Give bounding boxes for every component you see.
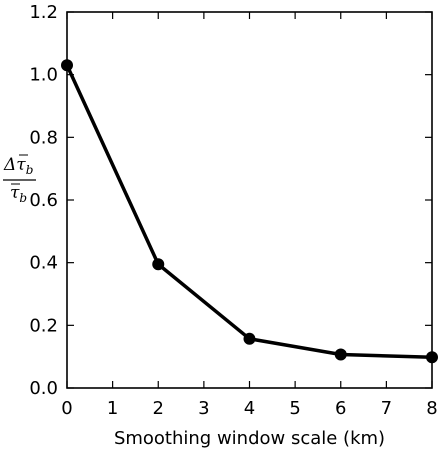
data-point <box>152 258 165 271</box>
x-tick-label: 3 <box>198 398 209 419</box>
y-tick-label: 0.6 <box>29 190 58 211</box>
svg-text:Δτb: Δτb <box>3 155 33 177</box>
y-tick-label: 1.2 <box>29 2 58 23</box>
x-tick-label: 2 <box>153 398 164 419</box>
series-group <box>61 59 438 364</box>
x-tick-label: 4 <box>244 398 255 419</box>
y-tick-label: 0.0 <box>29 378 58 399</box>
plot-frame <box>66 11 433 389</box>
x-tick-label: 1 <box>107 398 118 419</box>
data-point <box>426 351 438 364</box>
y-label-delta: Δ <box>3 155 16 175</box>
axis-tick-labels: 0 1 2 3 4 5 6 7 8 0.0 0.2 0.4 0.6 0.8 1.0 1.2 <box>29 2 437 419</box>
y-label-tau-bottom: τ <box>10 183 20 203</box>
y-tick-label: 0.8 <box>29 127 58 148</box>
y-label-sub-bottom: b <box>19 191 27 205</box>
y-label-sub-top: b <box>26 163 34 177</box>
y-tick-label: 0.2 <box>29 315 58 336</box>
series-line <box>65 64 433 360</box>
x-tick-label: 6 <box>335 398 346 419</box>
data-point <box>61 59 73 72</box>
y-label-tau-top: τ <box>16 155 26 175</box>
x-tick-label: 5 <box>289 398 300 419</box>
x-axis-label: Smoothing window scale (km) <box>114 428 385 449</box>
y-axis-label: Δτb τb <box>3 154 36 205</box>
y-tick-label: 0.4 <box>29 253 58 274</box>
x-tick-label: 8 <box>426 398 437 419</box>
x-tick-label: 0 <box>61 398 72 419</box>
y-tick-label: 1.0 <box>29 65 58 86</box>
data-point <box>243 332 256 345</box>
data-point <box>334 348 347 361</box>
svg-text:τb: τb <box>10 183 27 205</box>
x-tick-label: 7 <box>381 398 392 419</box>
axis-ticks <box>66 11 433 389</box>
